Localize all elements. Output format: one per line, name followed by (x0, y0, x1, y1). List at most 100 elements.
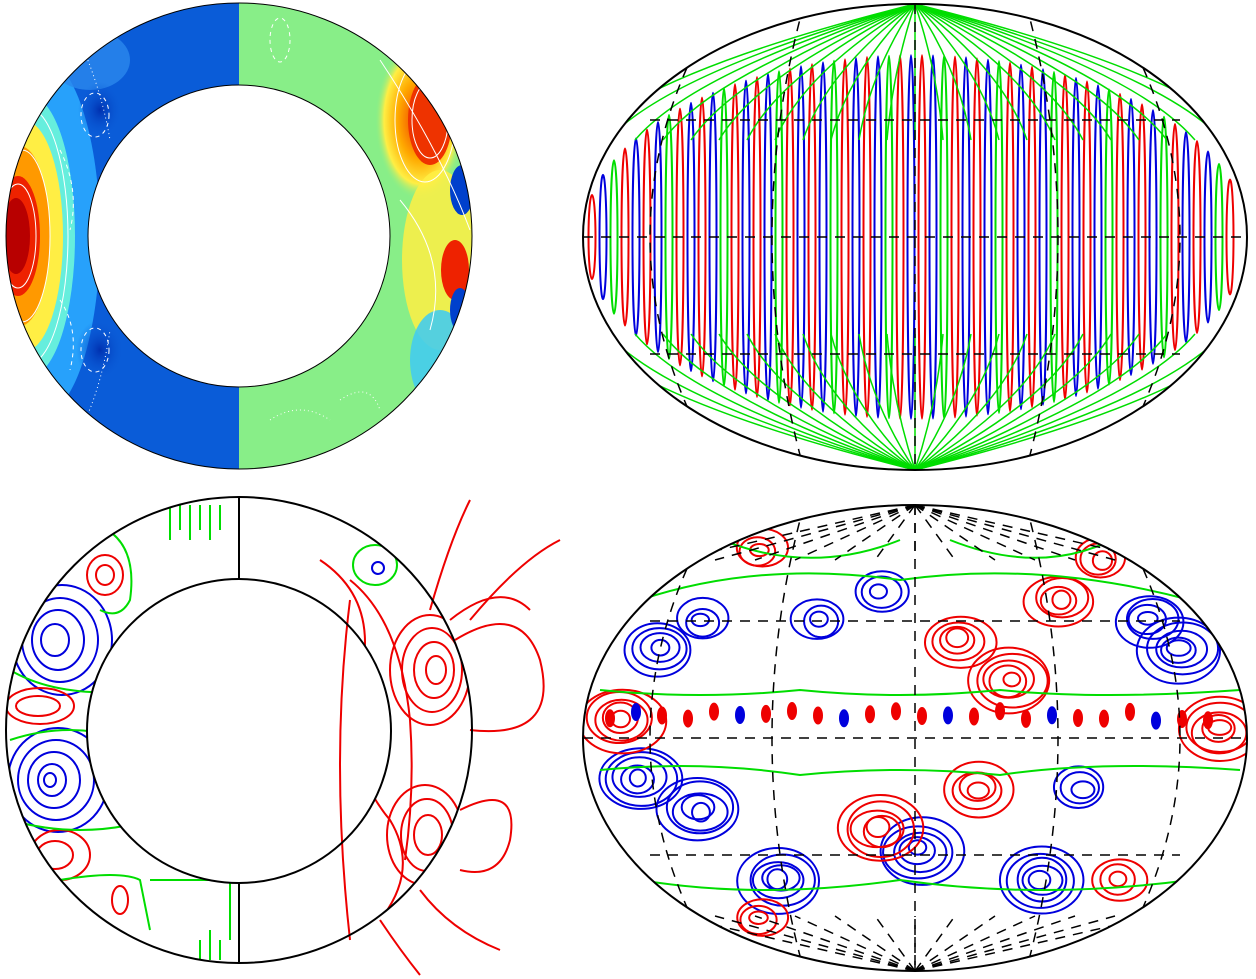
patch-contour (685, 608, 721, 638)
polar-contour (914, 4, 1028, 470)
equatorial-spot (1021, 709, 1031, 728)
patch-contour (1027, 869, 1052, 891)
patch-contour (879, 816, 966, 886)
patch-contour (982, 659, 1035, 699)
zero-contour (639, 572, 1191, 601)
polar-contour (914, 4, 1084, 470)
equatorial-spot (1073, 709, 1083, 728)
equatorial-spot (1203, 711, 1213, 730)
patch-contour (604, 751, 679, 807)
equatorial-spot (787, 702, 797, 721)
equatorial-spot (839, 709, 849, 728)
field-lines (339, 499, 561, 976)
inner-boundary (87, 84, 391, 388)
equatorial-spot (631, 703, 641, 722)
patch-contour (939, 625, 976, 655)
patch-contour (671, 792, 729, 832)
equatorial-spot (709, 702, 719, 721)
patch-contour (628, 768, 647, 788)
panel-bottom-right (582, 504, 1248, 972)
patch-contour (945, 627, 970, 649)
polar-contour (662, 4, 916, 470)
equatorial-spot (657, 706, 667, 725)
band-contour (1115, 93, 1125, 381)
zero-contour (599, 765, 1241, 777)
patch-contour (958, 772, 997, 802)
polar-spoke (914, 505, 1036, 971)
equatorial-spot (891, 702, 901, 721)
patch-contour (1039, 585, 1078, 616)
polar-contour (914, 4, 944, 470)
equatorial-spot (1099, 709, 1109, 728)
band-contour (664, 113, 674, 361)
patch-contour (860, 575, 903, 609)
equatorial-spot (943, 706, 953, 725)
patch-contour (923, 615, 998, 669)
patch-contour (1051, 589, 1072, 610)
patch-contour (931, 621, 986, 662)
patch-contour (739, 904, 778, 936)
patch-contour (736, 898, 790, 937)
patch-contour (836, 794, 925, 862)
patch-contour (854, 570, 910, 613)
polar-spoke (874, 505, 916, 971)
map-boundary (582, 504, 1248, 972)
patch-contour (907, 839, 928, 856)
patch-contour (1070, 780, 1096, 800)
patch-contour (1165, 639, 1192, 657)
inner-boundary (86, 578, 392, 884)
equatorial-spot (735, 705, 745, 724)
patch-contour (680, 794, 716, 821)
panel-bottom-left (5, 496, 561, 976)
patch-contour (1002, 671, 1022, 688)
positive-contours-left (6, 554, 129, 915)
patch-contour (1099, 863, 1136, 896)
equatorial-spot (605, 709, 615, 728)
patch-contour (650, 638, 671, 657)
patch-contour (751, 861, 805, 900)
patch-contour (1114, 595, 1185, 649)
patch-contour (1137, 610, 1159, 626)
zero-contour (599, 688, 1241, 696)
equatorial-spot (813, 706, 823, 725)
patch-contour (898, 836, 936, 866)
polar-contour (802, 4, 916, 470)
patch-contour (1108, 870, 1128, 888)
polar-spoke (914, 505, 996, 971)
patch-contour (976, 652, 1049, 709)
band-contour (862, 56, 872, 418)
patch-contour (789, 598, 845, 640)
patch-contour (691, 801, 711, 823)
outer-boundary (5, 2, 473, 470)
polar-spoke (914, 505, 956, 971)
panel-top-left (5, 2, 473, 470)
equatorial-spot (1125, 702, 1135, 721)
polar-contour (914, 4, 972, 470)
patch-contour (611, 756, 668, 798)
equatorial-spot (1047, 706, 1057, 725)
band-contour (917, 54, 927, 420)
panel-top-right (582, 3, 1248, 471)
equatorial-spot (995, 702, 1005, 721)
patch-contour (882, 825, 954, 880)
patch-contour (846, 800, 915, 859)
patch-contour (676, 596, 730, 640)
patch-contour (1005, 852, 1075, 909)
patch-contour (998, 845, 1085, 915)
patch-contour (1059, 771, 1100, 805)
patch-contour (1201, 714, 1236, 743)
polar-contour (914, 4, 1000, 470)
patch-contour (868, 583, 888, 600)
patch-contour (1052, 765, 1105, 809)
polar-contour (858, 4, 916, 470)
map-boundary (582, 3, 1248, 471)
patch-contour (1091, 858, 1149, 902)
patch-contour (748, 910, 769, 925)
polar-contour (914, 4, 1056, 470)
patch-contour (1160, 636, 1197, 664)
patch-contour (598, 747, 684, 810)
polar-contour (690, 4, 916, 470)
polar-spoke (794, 505, 916, 971)
band-contour (609, 159, 619, 315)
